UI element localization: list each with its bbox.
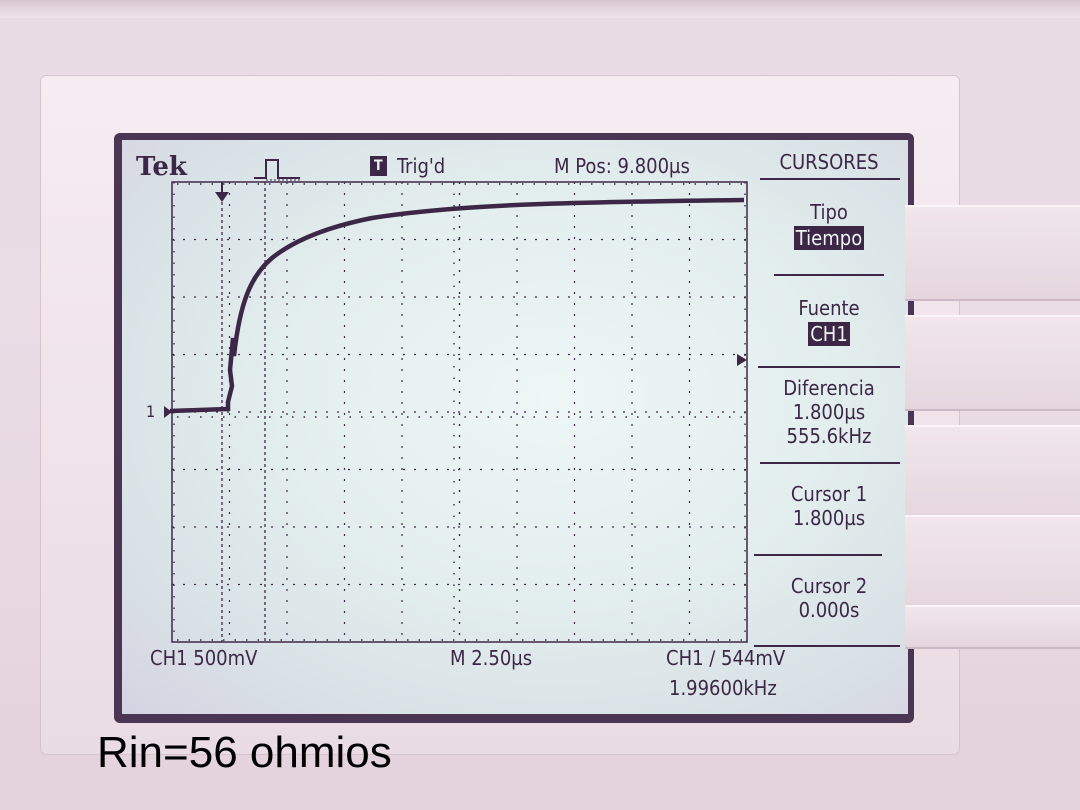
menu-button-2[interactable] xyxy=(905,315,1080,411)
menu-divider xyxy=(754,645,900,647)
waveform-graticule xyxy=(164,181,748,643)
timebase: M 2.50µs xyxy=(450,646,533,670)
cursor1-option[interactable]: Cursor 1 1.800µs xyxy=(754,482,904,530)
diferencia-label: Diferencia xyxy=(783,376,875,400)
cursor1-label: Cursor 1 xyxy=(790,482,868,506)
menu-divider xyxy=(758,366,900,368)
horizontal-position: M Pos: 9.800µs xyxy=(554,154,690,178)
cursor1-value: 1.800µs xyxy=(792,506,866,530)
tipo-label: Tipo xyxy=(810,200,848,224)
fuente-label: Fuente xyxy=(798,296,860,320)
cursor2-value: 0.000s xyxy=(798,598,860,622)
diferencia-frequency: 555.6kHz xyxy=(786,424,872,448)
tipo-option[interactable]: Tipo Tiempo xyxy=(754,200,904,250)
menu-divider xyxy=(774,274,884,276)
menu-button-3[interactable] xyxy=(905,425,1080,521)
menu-divider xyxy=(754,554,882,556)
tipo-value: Tiempo xyxy=(793,226,865,250)
diferencia-time: 1.800µs xyxy=(792,400,866,424)
trigger-status: Trig'd xyxy=(397,154,446,178)
cursor-menu: CURSORES Tipo Tiempo Fuente CH1 Diferenc… xyxy=(754,140,904,714)
oscilloscope-screen: Tek T Trig'd M Pos: 9.800µs xyxy=(122,140,908,714)
instrument-top-strip xyxy=(0,0,1080,18)
menu-divider xyxy=(760,462,900,464)
diferencia-readout: Diferencia 1.800µs 555.6kHz xyxy=(754,376,904,448)
trigger-info: CH1 ∕ 544mV xyxy=(666,646,786,670)
menu-divider xyxy=(760,178,900,180)
menu-button-1[interactable] xyxy=(905,205,1080,301)
ch1-scale: CH1 500mV xyxy=(150,646,258,670)
caption: Rin=56 ohmios xyxy=(97,728,392,777)
side-menu-buttons xyxy=(905,205,1080,649)
menu-button-4[interactable] xyxy=(905,515,1080,611)
trigger-state-icon: T xyxy=(370,156,387,176)
acquire-pulse-icon xyxy=(254,159,300,181)
trigger-frequency: 1.99600kHz xyxy=(669,676,777,700)
menu-button-5[interactable] xyxy=(905,605,1080,649)
menu-title: CURSORES xyxy=(779,150,879,174)
fuente-option[interactable]: Fuente CH1 xyxy=(754,296,904,346)
channel-1-marker: 1 xyxy=(146,402,156,421)
fuente-value: CH1 xyxy=(808,322,850,346)
cursor2-option[interactable]: Cursor 2 0.000s xyxy=(754,574,904,622)
tek-logo: Tek xyxy=(136,152,187,182)
cursor2-label: Cursor 2 xyxy=(790,574,868,598)
